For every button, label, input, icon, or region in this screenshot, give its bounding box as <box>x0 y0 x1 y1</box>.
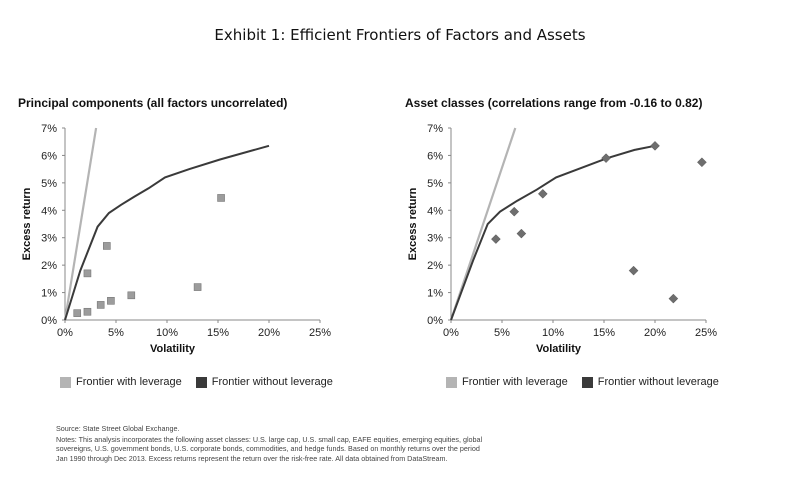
notes-line: Notes: This analysis incorporates the fo… <box>56 434 483 444</box>
data-point <box>73 309 82 317</box>
data-point <box>537 188 548 199</box>
y-axis-label: Excess return <box>407 187 419 260</box>
data-point <box>697 157 707 168</box>
series-line-with-leverage <box>449 127 517 321</box>
chart-principal-components: 0% 1% 2% 3% 4% 5% 6% 7% 0% 5% 10% 15% 20% 25% Volatili… <box>21 123 331 355</box>
chart-asset-classes: 0% 1% 2% 3% 4% 5% 6% 7% 0% 5% 10% 15% 20% 25% Volatili… <box>407 123 717 355</box>
data-point <box>107 297 115 305</box>
data-point <box>601 153 611 164</box>
y-tick-label: 6% <box>427 150 443 162</box>
y-tick-label: 2% <box>427 260 443 272</box>
legend-label: Frontier without leverage <box>211 376 333 388</box>
x-tick-label: 15% <box>207 327 229 339</box>
data-point <box>491 234 501 244</box>
y-tick-label: 3% <box>41 233 57 245</box>
y-axis-label: Excess return <box>21 187 33 260</box>
y-tick-label: 7% <box>41 123 57 135</box>
series-line-with-leverage <box>63 127 98 321</box>
x-tick-label: 0% <box>57 327 73 339</box>
data-point <box>509 206 520 217</box>
data-point <box>628 265 639 276</box>
y-tick-label: 7% <box>427 123 443 135</box>
series-line-without-leverage <box>64 144 270 321</box>
x-tick-label: 15% <box>593 327 615 339</box>
y-tick-label: 5% <box>41 178 57 190</box>
y-tick-label: 0% <box>41 315 57 327</box>
legend-swatch-light <box>60 376 71 388</box>
x-tick-label: 10% <box>156 327 178 339</box>
x-tick-label: 25% <box>309 327 331 339</box>
series-line-without-leverage <box>450 144 656 321</box>
x-axis-label: Volatility <box>150 343 196 355</box>
x-tick-label: 5% <box>108 327 124 339</box>
legend-swatch-light <box>446 376 457 388</box>
legend-principal-components: Frontier with leverage Frontier without … <box>60 376 347 388</box>
notes-line: sovereigns, U.S. government bonds, U.S. … <box>56 444 480 454</box>
data-point <box>516 228 527 239</box>
data-point <box>83 307 92 316</box>
x-tick-label: 0% <box>443 327 459 339</box>
y-tick-label: 0% <box>427 315 443 327</box>
x-tick-label: 20% <box>644 327 666 339</box>
source-notes: Source: State Street Global Exchange. No… <box>56 424 616 463</box>
y-tick-label: 4% <box>427 205 443 217</box>
data-point <box>217 194 225 202</box>
data-point <box>83 269 92 278</box>
data-point <box>650 140 660 151</box>
chart-title-asset-classes: Asset classes (correlations range from -… <box>405 96 703 110</box>
data-point <box>193 283 202 291</box>
y-tick-label: 1% <box>427 288 443 300</box>
legend-label: Frontier with leverage <box>76 376 182 388</box>
notes-line: Jan 1990 through Dec 2013. Excess return… <box>56 453 448 463</box>
legend-item-without-leverage: Frontier without leverage <box>195 376 333 388</box>
exhibit-title: Exhibit 1: Efficient Frontiers of Factor… <box>214 26 586 44</box>
legend-swatch-dark <box>581 376 593 388</box>
y-tick-label: 4% <box>41 205 57 217</box>
legend-swatch-dark <box>195 376 207 388</box>
legend-label: Frontier with leverage <box>462 376 568 388</box>
legend-asset-classes: Frontier with leverage Frontier without … <box>446 376 733 388</box>
x-tick-label: 25% <box>695 327 717 339</box>
x-tick-label: 5% <box>494 327 510 339</box>
data-point <box>103 242 111 250</box>
data-point <box>668 293 679 304</box>
data-point <box>127 291 136 300</box>
x-tick-label: 20% <box>258 327 280 339</box>
y-tick-label: 5% <box>427 178 443 190</box>
legend-label: Frontier without leverage <box>597 376 719 388</box>
legend-item-without-leverage: Frontier without leverage <box>581 376 719 388</box>
legend-item-with-leverage: Frontier with leverage <box>60 376 182 388</box>
y-tick-label: 2% <box>41 260 57 272</box>
chart-title-principal-components: Principal components (all factors uncorr… <box>18 96 288 110</box>
source-line: Source: State Street Global Exchange. <box>56 424 180 433</box>
y-tick-label: 1% <box>41 288 57 300</box>
y-tick-label: 3% <box>427 233 443 245</box>
y-tick-label: 6% <box>41 150 57 162</box>
x-axis-label: Volatility <box>536 343 582 355</box>
data-point <box>96 301 105 309</box>
x-tick-label: 10% <box>542 327 564 339</box>
legend-item-with-leverage: Frontier with leverage <box>446 376 568 388</box>
